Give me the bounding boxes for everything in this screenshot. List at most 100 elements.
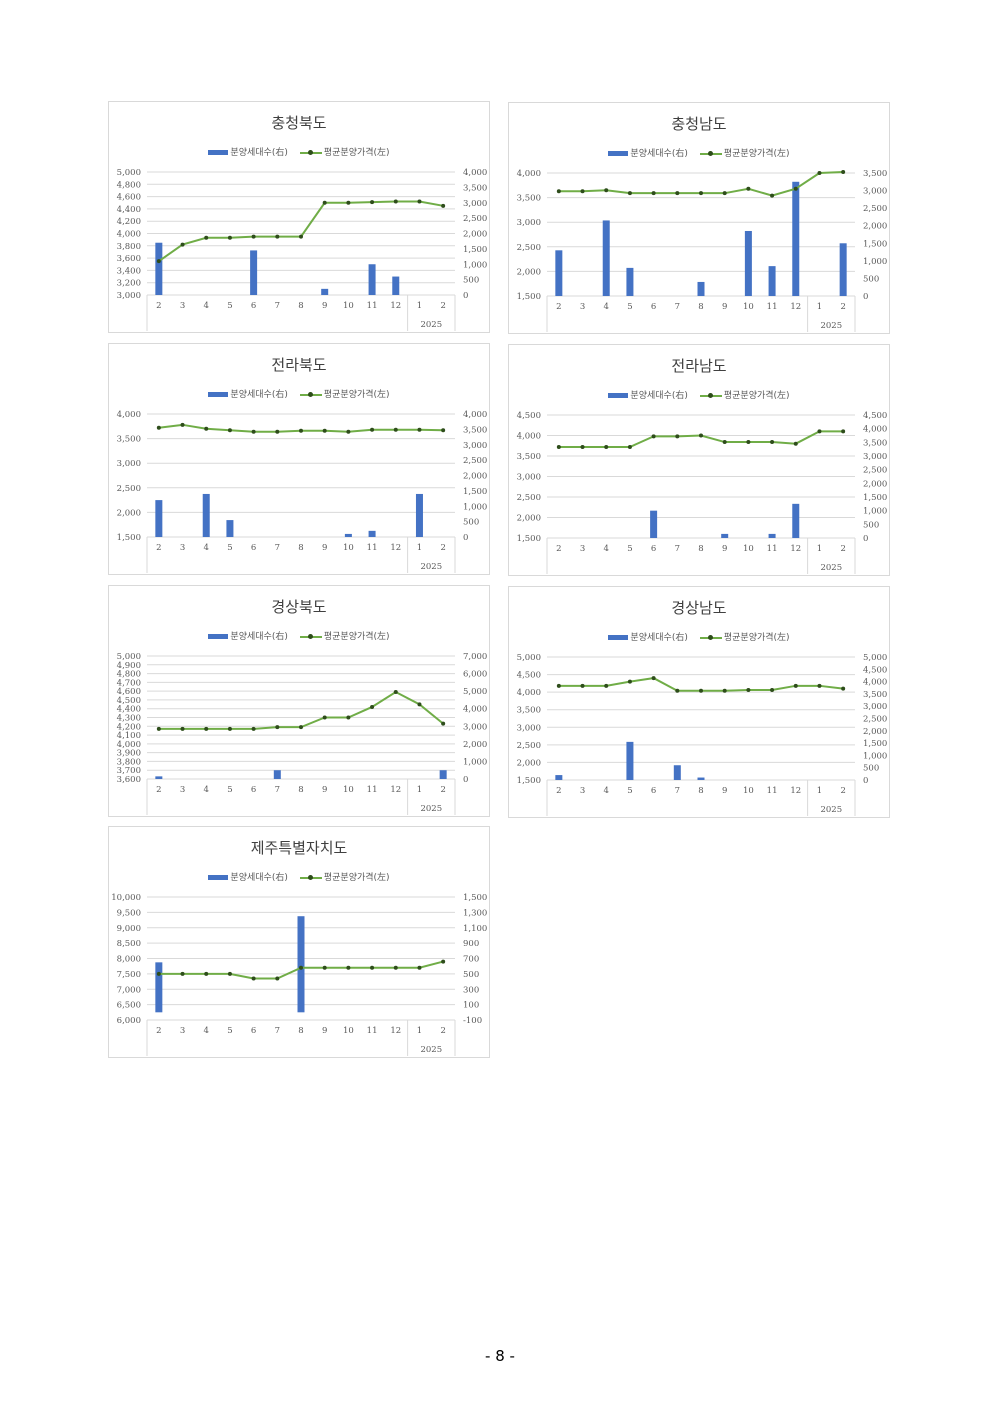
right-axis-tick-label: 2,500 [463, 214, 487, 224]
x-tick-label: 5 [227, 1026, 232, 1036]
x-tick-label: 3 [580, 544, 585, 554]
left-axis-tick-label: 4,500 [117, 696, 141, 706]
right-axis-tick-label: 3,500 [863, 690, 887, 700]
right-axis-tick-label: 2,000 [863, 222, 887, 232]
right-axis-tick-label: 2,000 [463, 740, 487, 750]
left-axis-tick-label: 3,000 [117, 459, 141, 469]
x-tick-label: 5 [627, 786, 632, 796]
legend-item-bar: 분양세대수(右) [608, 388, 688, 401]
chart-panel: 전라남도 분양세대수(右) 평균분양가격(左) 4,500 4,000 3,500 3,00… [508, 344, 890, 576]
right-axis-tick-label: 1,100 [463, 924, 487, 934]
chart-legend: 분양세대수(右) 평균분양가격(左) [109, 145, 489, 158]
left-axis-tick-label: 4,400 [117, 705, 141, 715]
line-point [675, 688, 680, 693]
bar [650, 510, 658, 538]
x-tick-label: 7 [275, 301, 280, 311]
right-axis-tick-label: 0 [463, 775, 468, 785]
x-tick-label: 5 [227, 785, 232, 795]
right-axis-tick-label: 1,500 [863, 239, 887, 249]
legend-bar-swatch [208, 634, 229, 639]
x-tick-label: 11 [767, 544, 778, 554]
line-point [441, 959, 446, 964]
line-point [204, 726, 209, 731]
chart-title: 제주특별자치도 [250, 839, 348, 857]
left-axis-tick-label: 4,000 [117, 740, 141, 750]
left-axis-tick-label: 4,000 [117, 410, 141, 420]
bar [673, 765, 681, 780]
line-point [556, 189, 561, 194]
left-axis-tick-label: 3,800 [117, 757, 141, 767]
x-tick-label: 1 [417, 301, 422, 311]
left-axis-tick-label: 5,000 [117, 168, 141, 178]
line-point [841, 170, 846, 175]
line-point [651, 676, 656, 681]
right-axis-tick-label: 0 [463, 291, 468, 301]
chart-title: 충청남도 [671, 115, 727, 133]
left-axis-tick-label: 4,200 [117, 722, 141, 732]
bar [392, 276, 400, 295]
x-tick-label: 11 [367, 1026, 378, 1036]
right-axis-tick-label: 7,000 [463, 652, 487, 662]
right-axis-tick-label: 3,500 [463, 425, 487, 435]
line-point [651, 434, 656, 439]
line-point [441, 203, 446, 208]
chart-title: 전라북도 [271, 356, 327, 374]
bar [721, 533, 729, 538]
right-axis-tick-label: 4,500 [863, 411, 887, 421]
line-point [393, 690, 398, 695]
chart-title: 전라남도 [671, 357, 727, 375]
x-tick-label: 9 [322, 1026, 327, 1036]
bar [415, 493, 423, 537]
x-tick-label: 4 [604, 786, 609, 796]
line-point [675, 434, 680, 439]
x-tick-label: 1 [817, 786, 822, 796]
x-tick-label: 10 [343, 1026, 354, 1036]
x-tick-label: 7 [275, 785, 280, 795]
line-point [417, 427, 422, 432]
x-tick-label: 8 [698, 302, 703, 312]
legend-line-swatch [699, 634, 722, 640]
chart-legend: 분양세대수(右) 평균분양가격(左) [509, 630, 889, 643]
line-point [841, 686, 846, 691]
right-axis-tick-label: 1,500 [463, 487, 487, 497]
line-point [770, 440, 775, 445]
right-axis-tick-label: 500 [863, 764, 879, 774]
x-tick-label: 2 [156, 543, 161, 553]
bar [602, 220, 610, 296]
legend-bar-swatch [608, 151, 629, 156]
right-axis-tick-label: 0 [863, 776, 868, 786]
line-point [817, 171, 822, 175]
x-tick-label: 1 [817, 302, 822, 312]
legend-bar-label: 분양세대수(右) [230, 632, 288, 642]
x-tick-label: 1 [417, 543, 422, 553]
line-point [251, 726, 256, 731]
left-axis-tick-label: 1,500 [517, 776, 541, 786]
legend-bar-label: 분양세대수(右) [630, 149, 688, 159]
line-point [627, 679, 632, 684]
chart-plot: 4,000 3,500 3,000 2,500 2,000 1,500 4,000 3,500… [117, 410, 487, 573]
right-axis-tick-label: 2,000 [863, 479, 887, 489]
year-label: 2025 [820, 563, 842, 573]
x-tick-label: 3 [580, 302, 585, 312]
left-axis-tick-label: 4,000 [117, 230, 141, 240]
bar [202, 493, 210, 537]
chart-title: 경상북도 [271, 598, 327, 616]
right-axis-tick-label: 2,500 [863, 466, 887, 476]
x-tick-label: 10 [743, 302, 754, 312]
bar [321, 288, 329, 295]
left-axis-tick-label: 2,500 [517, 493, 541, 503]
line-point [322, 715, 327, 720]
x-tick-label: 9 [322, 785, 327, 795]
chart-plot: 10,000 9,500 9,000 8,500 8,000 7,500 7,000 6,50… [111, 893, 487, 1056]
legend-bar-label: 분양세대수(右) [230, 873, 288, 883]
x-tick-label: 4 [204, 301, 209, 311]
line-point [793, 186, 798, 191]
x-tick-label: 2 [840, 302, 845, 312]
left-axis-tick-label: 9,500 [117, 908, 141, 918]
left-axis-tick-label: 3,000 [517, 218, 541, 228]
left-axis-tick-label: 3,500 [117, 435, 141, 445]
line-point [204, 426, 209, 431]
legend-line-label: 평균분양가격(左) [323, 390, 390, 400]
right-axis-tick-label: 0 [863, 292, 868, 302]
x-tick-label: 7 [675, 786, 680, 796]
